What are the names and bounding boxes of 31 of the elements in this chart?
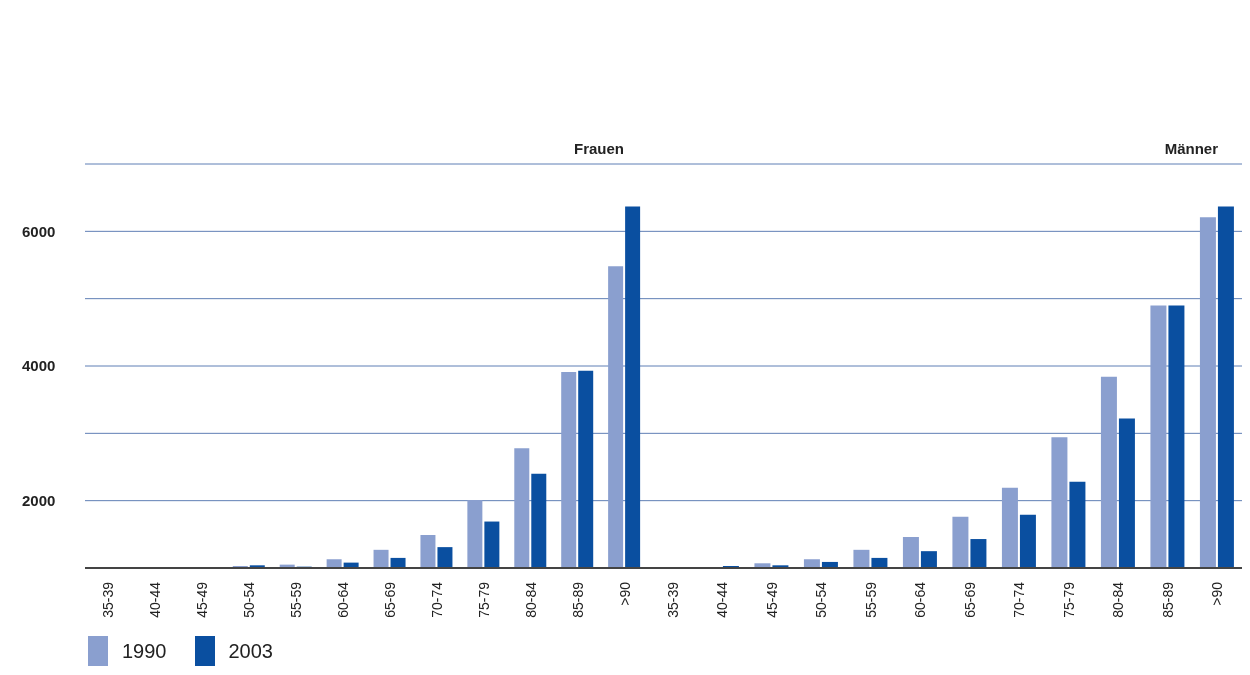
x-tick-label: 55-59 (862, 581, 879, 618)
y-tick-label: 6000 (22, 222, 56, 240)
x-tick-label: 85-89 (569, 581, 586, 618)
x-tick-label: 75-79 (475, 581, 492, 618)
x-tick-label: 70-74 (1011, 581, 1028, 618)
x-tick-label: 55-59 (288, 581, 305, 618)
chart-title: Männer (1164, 140, 1218, 157)
x-tick-label: 65-69 (381, 581, 398, 618)
y-tick-label: 2000 (22, 491, 56, 509)
x-tick-label: 85-89 (1159, 581, 1176, 618)
y-tick-label: 4000 (22, 357, 56, 375)
x-tick-label: 45-49 (194, 581, 211, 618)
legend-label: 2003 (228, 639, 273, 663)
x-tick-label: 40-44 (147, 581, 164, 618)
x-tick-label: 60-64 (335, 581, 352, 618)
x-tick-label: 35-39 (100, 581, 117, 618)
x-tick-label: 70-74 (428, 581, 445, 618)
x-tick-label: 40-44 (714, 581, 731, 618)
x-tick-label: >90 (616, 581, 633, 606)
legend-label: 1990 (122, 639, 167, 663)
x-tick-label: 80-84 (522, 581, 539, 618)
x-tick-label: 65-69 (961, 581, 978, 618)
x-tick-label: 80-84 (1110, 581, 1127, 618)
x-tick-label: 75-79 (1060, 581, 1077, 618)
x-tick-label: 50-54 (241, 581, 258, 618)
chart-title: Frauen (573, 140, 624, 157)
x-tick-label: 45-49 (763, 581, 780, 618)
x-tick-label: 35-39 (664, 581, 681, 618)
x-tick-label: 50-54 (813, 581, 830, 618)
x-tick-label: 60-64 (912, 581, 929, 618)
x-tick-label: >90 (1209, 581, 1226, 606)
